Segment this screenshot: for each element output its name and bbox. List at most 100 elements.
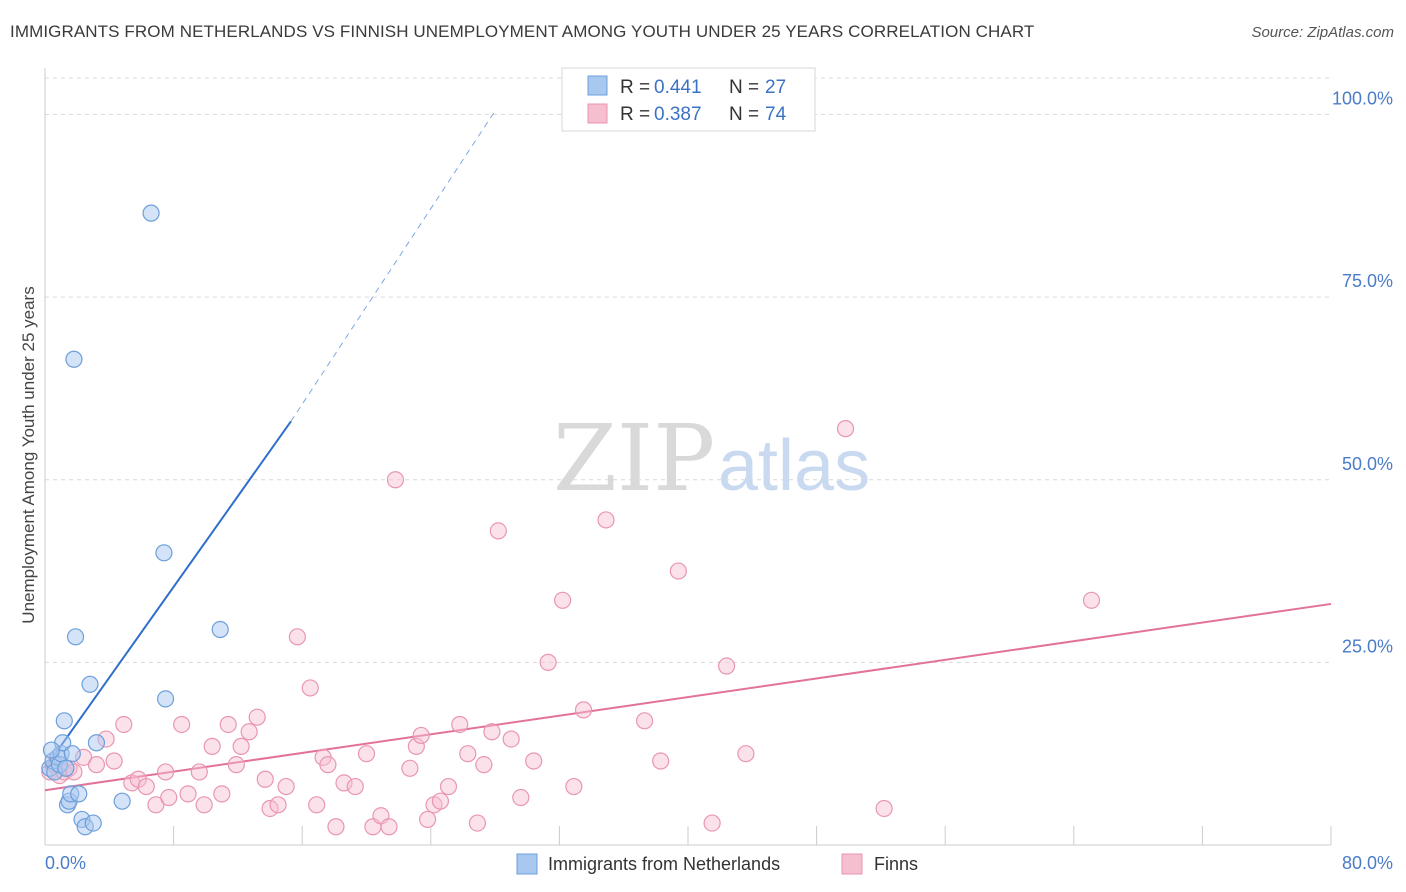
finns-point-74 [1082, 591, 1101, 609]
finns-point-58 [502, 730, 520, 748]
finns-point-46 [407, 737, 425, 755]
finns-point-25 [232, 737, 250, 755]
netherlands-point-23 [155, 544, 173, 562]
finns-point-32 [288, 628, 306, 646]
finns-point-37 [327, 818, 345, 836]
tick-labels: 25.0% 50.0% 75.0% 100.0% 0.0% 80.0% [45, 89, 1393, 873]
finns-point-10 [115, 715, 133, 734]
netherlands-trend-line [44, 420, 292, 769]
finns-point-64 [574, 701, 593, 719]
netherlands-point-25 [211, 620, 229, 639]
finns-point-40 [357, 745, 376, 763]
finns-point-73 [875, 799, 893, 818]
finns-point-16 [160, 788, 178, 807]
finns-point-55 [475, 756, 493, 774]
finns-point-21 [203, 737, 221, 755]
finns-point-18 [179, 785, 197, 803]
finns-point-65 [597, 511, 615, 529]
finns-point-27 [248, 708, 266, 726]
finns-point-72 [836, 420, 855, 438]
finns-point-23 [219, 715, 237, 734]
watermark: ZIP atlas [553, 405, 870, 512]
axes [44, 68, 1332, 846]
bottom-legend: Immigrants from Netherlands Finns [516, 853, 918, 875]
finns-point-44 [386, 471, 405, 489]
netherlands-point-7 [55, 712, 73, 730]
finns-point-9 [105, 752, 123, 770]
finns-points [41, 420, 1101, 836]
finns-point-22 [213, 785, 231, 803]
chart-title: IMMIGRANTS FROM NETHERLANDS VS FINNISH U… [10, 22, 1035, 41]
netherlands-point-12 [63, 745, 81, 763]
finns-point-43 [380, 818, 398, 836]
netherlands-point-15 [70, 785, 88, 803]
finns-point-31 [277, 777, 295, 796]
finns-point-24 [227, 756, 245, 774]
legend-n-value-1: 27 [765, 77, 786, 98]
finns-point-48 [418, 810, 437, 829]
finns-point-71 [737, 745, 755, 763]
netherlands-trend-extension [290, 110, 496, 422]
y-tick-label-0: 25.0% [1342, 636, 1393, 656]
finns-point-66 [635, 712, 654, 730]
netherlands-point-22 [142, 204, 160, 222]
finns-point-17 [173, 715, 191, 734]
bottom-legend-swatch-pink [841, 853, 863, 875]
finns-point-19 [190, 763, 208, 781]
netherlands-point-26 [42, 741, 61, 759]
netherlands-point-21 [113, 792, 131, 810]
finns-point-36 [319, 756, 337, 774]
finns-point-60 [525, 752, 543, 770]
y-tick-label-3: 100.0% [1332, 89, 1393, 109]
bottom-legend-label-blue: Immigrants from Netherlands [548, 854, 780, 874]
finns-point-67 [652, 752, 670, 770]
finns-point-51 [439, 777, 458, 796]
legend-swatch-pink [587, 103, 608, 124]
finns-point-54 [468, 814, 487, 832]
bottom-legend-swatch-blue [516, 853, 538, 875]
x-tick-label-0: 0.0% [45, 853, 86, 873]
y-tick-label-2: 75.0% [1342, 271, 1393, 291]
netherlands-point-14 [65, 350, 83, 368]
watermark-atlas: atlas [718, 426, 870, 506]
finns-point-14 [147, 796, 165, 814]
netherlands-point-8 [57, 759, 75, 777]
finns-point-57 [489, 522, 507, 540]
x-tick-label-1: 80.0% [1342, 853, 1393, 873]
finns-point-69 [703, 814, 721, 832]
netherlands-point-13 [66, 628, 85, 646]
netherlands-point-18 [81, 675, 99, 693]
legend-r-value-1: 0.441 [654, 77, 702, 98]
finns-point-33 [301, 679, 319, 697]
finns-point-52 [451, 715, 469, 734]
finns-point-59 [512, 788, 530, 807]
watermark-zip: ZIP [553, 405, 715, 512]
finns-point-63 [565, 777, 583, 796]
netherlands-point-20 [87, 734, 106, 752]
finns-point-45 [401, 759, 419, 777]
finns-point-30 [269, 796, 287, 814]
finns-point-20 [195, 796, 213, 814]
finns-point-50 [431, 792, 450, 810]
legend-swatch-blue [587, 75, 608, 96]
finns-point-28 [256, 770, 274, 788]
y-tick-label-1: 50.0% [1342, 454, 1393, 474]
finns-point-13 [137, 777, 155, 796]
finns-point-15 [156, 763, 175, 781]
legend-r-label-2: R = [620, 104, 650, 125]
netherlands-point-19 [84, 814, 102, 832]
finns-point-53 [459, 745, 477, 763]
legend-r-value-2: 0.387 [654, 104, 702, 125]
grid-lines [45, 77, 1331, 663]
netherlands-points [41, 204, 229, 836]
bottom-legend-label-pink: Finns [874, 854, 918, 874]
finns-point-56 [483, 723, 501, 741]
trend-lines [44, 110, 1332, 792]
finns-point-68 [669, 562, 687, 580]
finns-point-62 [554, 591, 572, 609]
legend-n-label-2: N = [729, 104, 759, 125]
chart-source: Source: ZipAtlas.com [1251, 24, 1394, 41]
finns-point-70 [717, 657, 736, 675]
legend-n-label-1: N = [729, 77, 759, 98]
legend-box: R = 0.441 N = 27 R = 0.387 N = 74 [561, 67, 816, 132]
